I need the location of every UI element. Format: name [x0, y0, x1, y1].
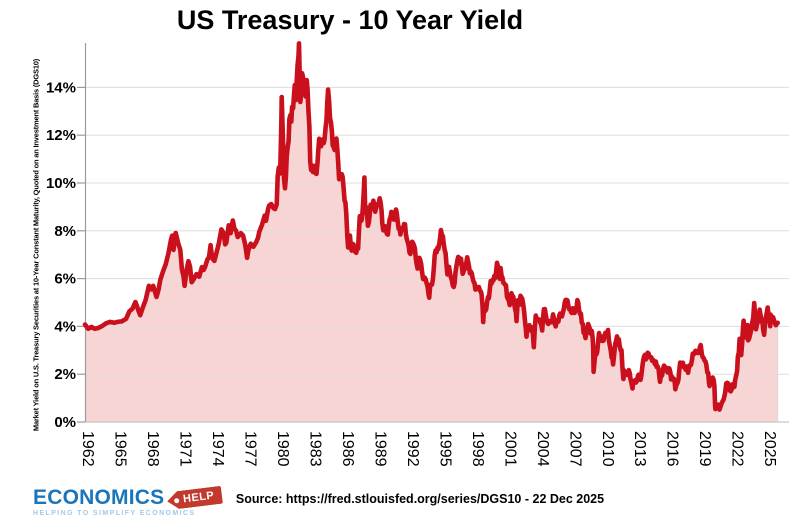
x-tick-label: 1998: [469, 431, 486, 467]
x-tick-label: 2019: [696, 431, 713, 467]
logo-help-tag: HELP: [166, 486, 223, 511]
y-tick-label: 8%: [54, 223, 76, 240]
source-note: Source: https://fred.stlouisfed.org/seri…: [235, 492, 605, 506]
logo-economics-text: ECONOMICS: [33, 486, 165, 509]
y-tick-label: 10%: [46, 175, 76, 192]
x-tick-label: 1974: [209, 431, 226, 467]
x-tick-label: 1971: [177, 431, 194, 467]
logo-help-text: HELP: [182, 489, 216, 506]
yield-line: [82, 41, 780, 412]
chart-title: US Treasury - 10 Year Yield: [176, 5, 524, 35]
x-tick-label: 2004: [534, 431, 551, 467]
logo-tagline: HELPING TO SIMPLIFY ECONOMICS: [33, 510, 196, 517]
x-tick-label: 1962: [79, 431, 96, 467]
y-tick-label: 0%: [54, 414, 76, 431]
x-tick-label: 1965: [112, 431, 129, 467]
x-tick-label: 2010: [599, 431, 616, 467]
x-tick-label: 1980: [274, 431, 291, 467]
x-tick-label: 2013: [631, 431, 648, 467]
x-tick-label: 1992: [404, 431, 421, 467]
yield-area: [85, 43, 778, 423]
x-tick-label: 1968: [144, 431, 161, 467]
y-tick-label: 12%: [46, 127, 76, 144]
x-tick-label: 1986: [339, 431, 356, 467]
x-tick-label: 2007: [566, 431, 583, 467]
y-tick-label: 2%: [54, 366, 76, 383]
x-tick-label: 2025: [761, 431, 778, 467]
x-tick-label: 1989: [371, 431, 388, 467]
x-tick-label: 2001: [501, 431, 518, 467]
x-tick-label: 1983: [306, 431, 323, 467]
economicshelp-logo: ECONOMICS HELP HELPING TO SIMPLIFY ECONO…: [33, 487, 233, 517]
y-tick-label: 14%: [46, 79, 76, 96]
x-tick-label: 2016: [664, 431, 681, 467]
tag-hole-icon: [174, 497, 180, 503]
x-tick-label: 1977: [241, 431, 258, 467]
logo-row: ECONOMICS HELP: [33, 487, 233, 509]
y-tick-label: 6%: [54, 271, 76, 288]
x-tick-label: 2022: [729, 431, 746, 467]
x-tick-label: 1995: [436, 431, 453, 467]
y-tick-label: 4%: [54, 318, 76, 335]
